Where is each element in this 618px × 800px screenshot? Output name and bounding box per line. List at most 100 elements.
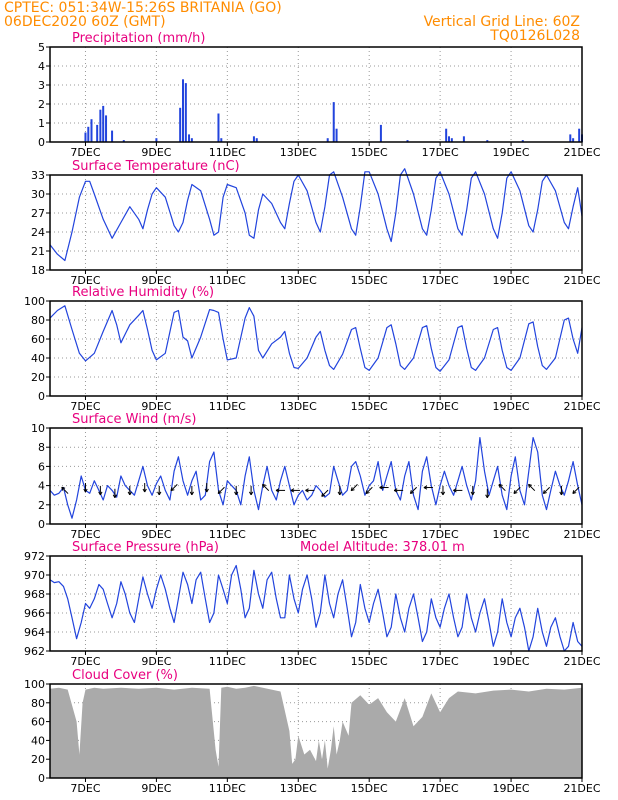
x-tick-label: 17DEC	[422, 146, 459, 159]
y-tick-label: 6	[38, 460, 45, 473]
y-tick-label: 3	[38, 79, 45, 92]
wind-arrow	[498, 483, 506, 492]
wind-arrow-head	[290, 488, 295, 491]
y-tick-label: 4	[38, 480, 45, 493]
wind-arrow-head	[321, 492, 324, 497]
wind-arrow-head	[217, 490, 220, 494]
x-tick-label: 9DEC	[141, 782, 171, 795]
wind-arrow-head	[513, 490, 516, 494]
pressure-line	[49, 564, 583, 652]
precip-bar	[569, 134, 572, 142]
precip-bar	[87, 126, 90, 142]
y-tick-label: 5	[38, 41, 45, 54]
wind-title: Surface Wind (m/s)	[72, 412, 196, 427]
precip-bar	[445, 128, 448, 142]
pressure-panel: 962 964 966 968 970 972 7DEC 9DEC 11DEC 13DEC 15DE…	[24, 540, 601, 668]
wind-arrow	[572, 486, 580, 495]
y-tick-label: 966	[24, 607, 45, 620]
precip-bar	[448, 136, 450, 142]
precip-bar	[99, 109, 102, 142]
y-tick-label: 27	[31, 207, 45, 220]
wind-arrow-head	[572, 490, 575, 494]
wind-arrow	[189, 485, 194, 496]
y-tick-label: 962	[24, 645, 45, 658]
x-tick-label: 21DEC	[563, 655, 600, 668]
x-tick-label: 13DEC	[280, 146, 317, 159]
wind-arrow-head	[393, 488, 398, 491]
y-tick-label: 80	[31, 697, 45, 710]
wind-arrow-head	[485, 494, 488, 499]
precip-bar	[379, 124, 382, 142]
pressure-title: Surface Pressure (hPa)	[72, 540, 219, 555]
wind-arrow-head	[305, 488, 309, 491]
y-tick-label: 60	[31, 716, 45, 729]
y-tick-label: 8	[38, 441, 45, 454]
wind-arrow-head	[275, 488, 280, 491]
precip-bar	[96, 124, 99, 142]
x-tick-label: 19DEC	[493, 274, 530, 287]
x-tick-label: 21DEC	[563, 146, 600, 159]
x-tick-label: 13DEC	[280, 782, 317, 795]
wind-arrow-head	[470, 491, 474, 496]
wind-arrow	[409, 486, 418, 495]
precip-bar	[252, 136, 255, 142]
precip-bar	[90, 119, 93, 142]
x-tick-label: 13DEC	[280, 400, 317, 413]
x-tick-label: 7DEC	[70, 400, 100, 413]
x-tick-label: 9DEC	[141, 528, 171, 541]
wind-arrow	[290, 488, 300, 493]
wind-arrow	[528, 483, 536, 492]
y-tick-label: 20	[31, 371, 45, 384]
x-tick-label: 7DEC	[70, 146, 100, 159]
precip-bar	[111, 130, 114, 142]
wind-arrow-shaft	[365, 486, 373, 494]
wind-arrow-head	[170, 487, 173, 491]
x-tick-label: 15DEC	[351, 655, 388, 668]
wind-arrow	[423, 485, 433, 490]
x-tick-label: 13DEC	[280, 655, 317, 668]
y-tick-label: 20	[31, 753, 45, 766]
wind-arrow-shaft	[262, 484, 270, 492]
wind-arrow-head	[423, 485, 428, 488]
precip-bar	[220, 138, 223, 142]
header-grid-note: Vertical Grid Line: 60Z	[423, 14, 580, 30]
wind-arrow	[83, 483, 88, 493]
wind-arrow-head	[157, 491, 160, 496]
precip-frame	[49, 46, 583, 143]
y-tick-label: 2	[38, 98, 45, 111]
y-tick-label: 0	[38, 518, 45, 531]
wind-arrow-head	[453, 488, 457, 491]
y-tick-label: 4	[38, 60, 45, 73]
precip-bar	[182, 79, 184, 142]
y-tick-label: 100	[24, 295, 45, 308]
wind-arrow-head	[365, 490, 368, 494]
x-tick-label: 21DEC	[563, 274, 600, 287]
wind-arrow-shaft	[410, 486, 418, 494]
precip-bar	[572, 138, 575, 142]
wind-arrow-head	[248, 491, 252, 496]
wind-arrow	[337, 485, 342, 496]
x-tick-label: 11DEC	[209, 146, 246, 159]
precip-bar	[578, 128, 581, 142]
rh-line	[49, 305, 583, 372]
x-tick-label: 17DEC	[422, 782, 459, 795]
header-station-line: CPTEC: 051:34W-15:26S BRITANIA (GO)	[4, 0, 282, 16]
y-tick-label: 21	[31, 245, 45, 258]
temp-line	[49, 168, 583, 262]
x-tick-label: 7DEC	[70, 528, 100, 541]
cloud-frame	[49, 683, 583, 779]
y-tick-label: 33	[31, 169, 45, 182]
y-tick-label: 10	[31, 422, 45, 435]
y-tick-label: 18	[31, 264, 45, 277]
wind-arrow	[321, 489, 329, 497]
y-tick-label: 100	[24, 678, 45, 691]
x-tick-label: 15DEC	[351, 274, 388, 287]
x-tick-label: 11DEC	[209, 400, 246, 413]
wind-arrow	[157, 485, 162, 496]
x-tick-label: 19DEC	[493, 655, 530, 668]
y-tick-label: 40	[31, 734, 45, 747]
y-tick-label: 30	[31, 188, 45, 201]
precip-bar	[255, 138, 258, 142]
wind-arrow	[365, 486, 373, 495]
